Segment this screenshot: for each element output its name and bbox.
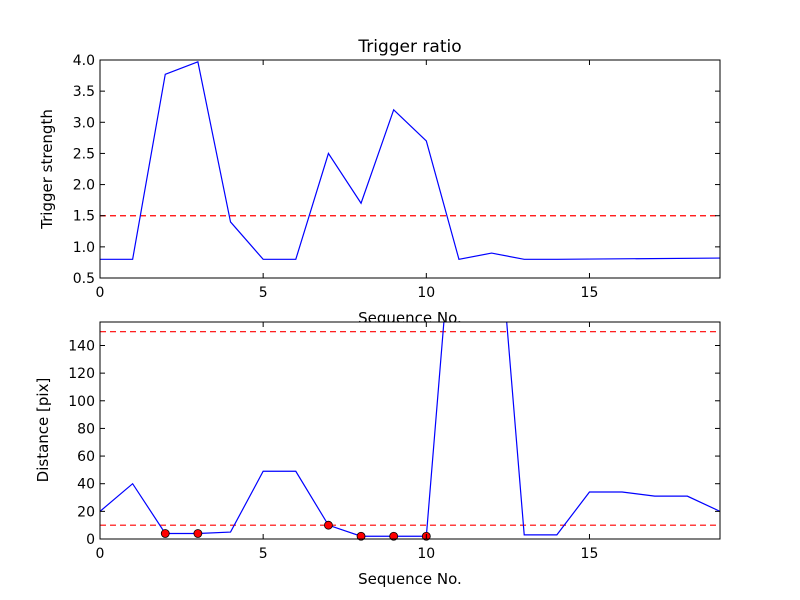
y-tick-label: 60: [77, 449, 95, 465]
y-tick-label: 120: [68, 366, 95, 382]
y-tick-label: 2.0: [73, 178, 95, 194]
y-tick-label: 80: [77, 421, 95, 437]
x-tick-label: 15: [581, 285, 599, 301]
x-tick-label: 0: [96, 546, 105, 562]
y-tick-label: 0: [86, 532, 95, 548]
data-point-marker: [324, 520, 333, 530]
axes-frame: [99, 321, 721, 540]
y-tick-label: 3.5: [73, 84, 95, 100]
x-tick-label: 10: [417, 285, 435, 301]
y-tick-label: 1.0: [73, 240, 95, 256]
data-point-marker: [356, 531, 366, 541]
x-axis-label: Sequence No.: [358, 570, 462, 588]
x-tick-label: 15: [581, 546, 599, 562]
y-tick-label: 2.5: [73, 146, 95, 162]
data-point-marker: [389, 531, 399, 541]
y-axis-label: Trigger strength: [38, 109, 56, 230]
series-line-1: [100, 322, 720, 537]
x-tick-label: 0: [96, 285, 105, 301]
x-tick-label: 10: [417, 546, 435, 562]
y-tick-label: 4.0: [73, 53, 95, 69]
x-tick-label: 5: [259, 285, 268, 301]
y-tick-label: 3.0: [73, 115, 95, 131]
axes-frame: [99, 59, 721, 279]
y-tick-label: 0.5: [73, 271, 95, 287]
data-point-marker: [160, 529, 170, 538]
plot-area: [100, 60, 720, 278]
series-line-1: [100, 61, 720, 261]
y-axis-label: Distance [pix]: [34, 378, 52, 483]
x-tick-label: 5: [259, 546, 268, 562]
y-tick-label: 100: [68, 394, 95, 410]
y-tick-label: 20: [77, 504, 95, 520]
plot-content: [100, 322, 720, 537]
chart-panel-2: 0 5 10 15 0 20 40 60 80 100 120 140 Sequence No. Dist…: [34, 321, 721, 588]
chart-title: Trigger ratio: [357, 37, 461, 57]
y-tick-label: 140: [68, 338, 95, 354]
y-tick-label: 40: [77, 477, 95, 493]
data-point-marker: [193, 529, 203, 538]
plot-content: [100, 61, 720, 261]
plot-area: [100, 322, 720, 539]
y-tick-label: 1.5: [73, 209, 95, 225]
